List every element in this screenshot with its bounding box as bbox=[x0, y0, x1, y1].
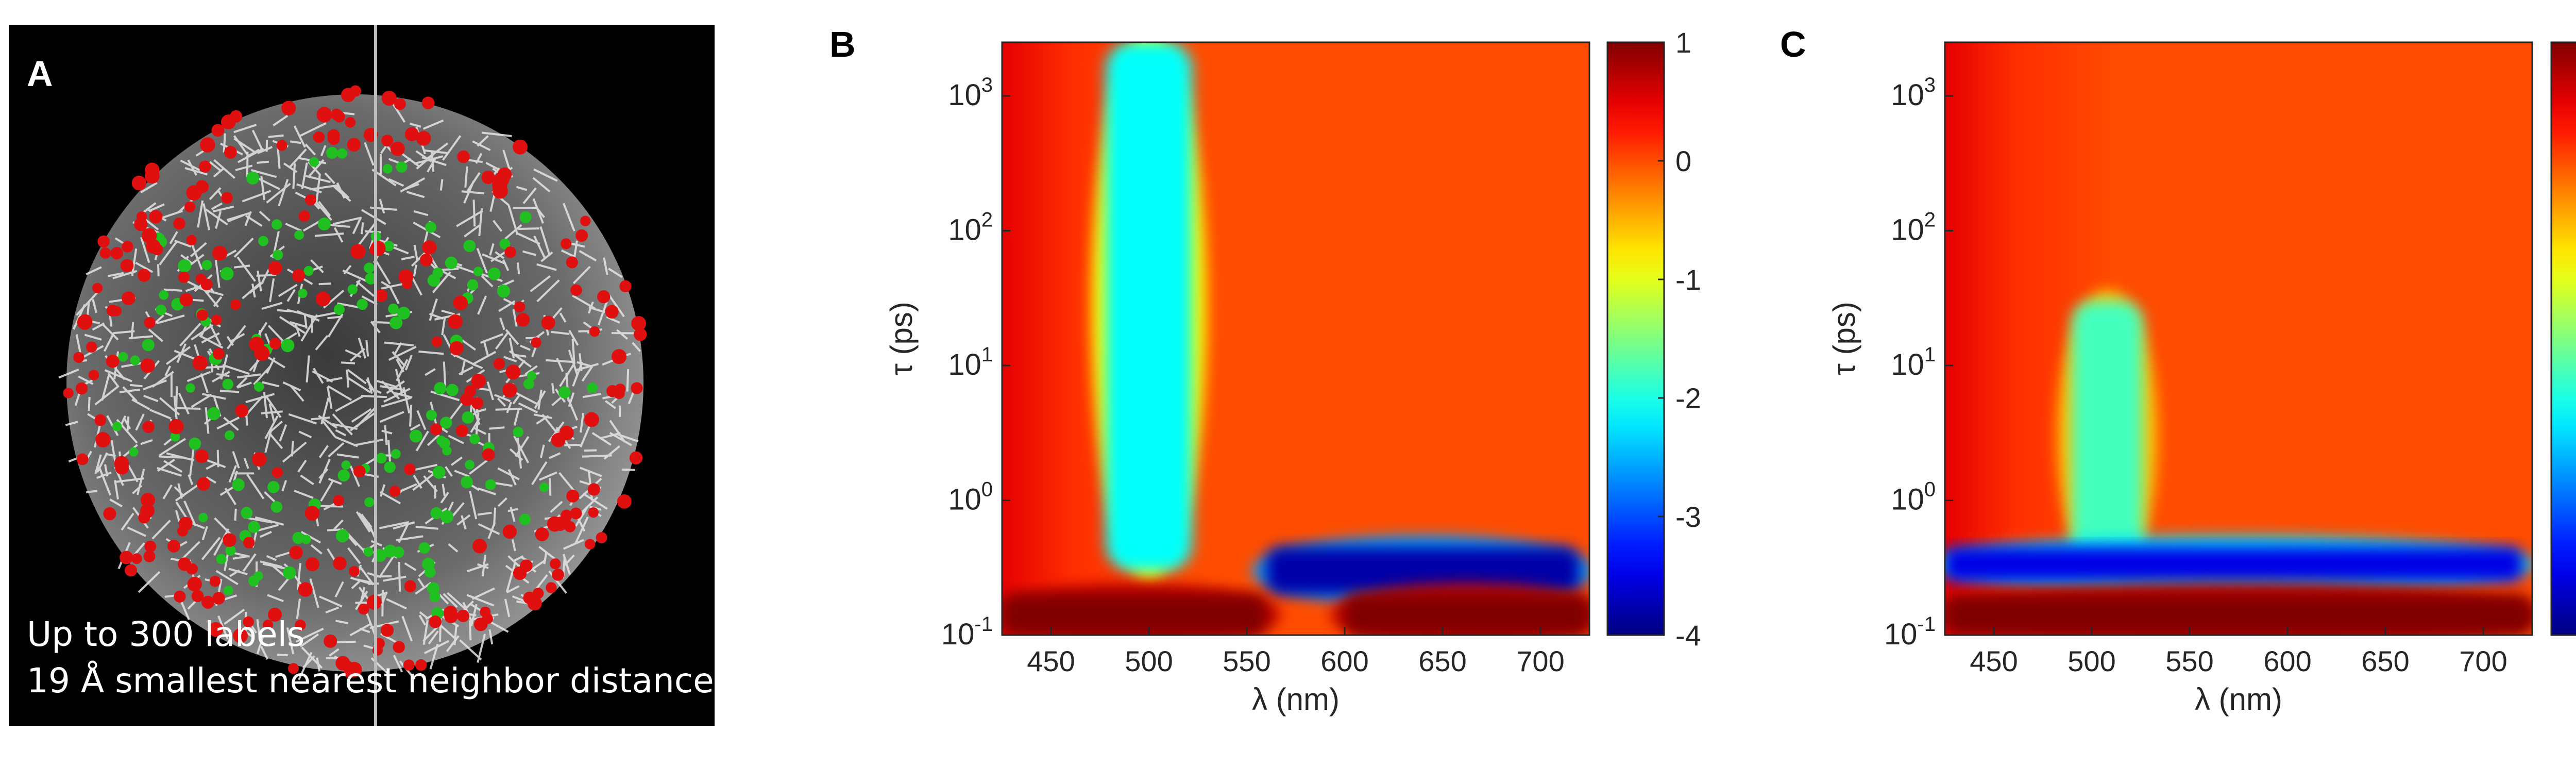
colorbar-tick-label: -4 bbox=[1675, 619, 1701, 652]
y-tick-label: 103 bbox=[1891, 74, 1936, 112]
colorbar-tick-label: 0 bbox=[1675, 145, 1691, 177]
colorbar-tick-label: -3 bbox=[1675, 501, 1701, 533]
x-tick-label: 700 bbox=[2459, 645, 2507, 677]
caption-line-2: 19 Å smallest nearest neighbor distance bbox=[27, 661, 714, 701]
x-tick-label: 600 bbox=[1320, 645, 1368, 677]
y-tick-label: 103 bbox=[948, 74, 993, 112]
region-positive-short-time-3 bbox=[1345, 594, 1589, 635]
region-positive-short-time-2 bbox=[1945, 594, 2532, 635]
y-tick-label: 101 bbox=[948, 343, 993, 381]
x-axis-label: λ (nm) bbox=[1252, 682, 1340, 717]
colorbar-tick-label: -1 bbox=[1675, 263, 1701, 296]
caption-line-1: Up to 300 labels bbox=[27, 614, 305, 654]
plot-frame bbox=[1944, 41, 2533, 636]
heatmap-surface bbox=[1002, 42, 1589, 635]
region-positive-short-time-2 bbox=[1002, 594, 1266, 635]
panel-b-letter: B bbox=[829, 24, 856, 64]
x-tick-label: 650 bbox=[1418, 645, 1466, 677]
heatmap-surface bbox=[1945, 42, 2532, 635]
x-tick-label: 500 bbox=[1125, 645, 1173, 677]
y-tick-label: 102 bbox=[948, 209, 993, 247]
panel-a-image: A Up to 300 labels 19 Å smallest nearest… bbox=[9, 25, 715, 726]
panel-c-letter: C bbox=[1780, 24, 1806, 64]
heatmap-chart-c: C 450 500 550 600 650 700 10-1 100 101 102 103 λ (n… bbox=[1780, 24, 2576, 717]
y-axis-label: τ (ps) bbox=[1827, 302, 1861, 376]
y-axis-label: τ (ps) bbox=[884, 302, 919, 376]
region-negative-band-short-time-1 bbox=[1266, 547, 1580, 595]
x-tick-label: 600 bbox=[2263, 645, 2311, 677]
y-tick-label: 102 bbox=[1891, 209, 1936, 247]
colorbar bbox=[2550, 41, 2576, 636]
x-tick-label: 550 bbox=[1223, 645, 1270, 677]
x-tick-label: 500 bbox=[2067, 645, 2115, 677]
colorbar-tick-label: 1 bbox=[1675, 26, 1691, 59]
x-tick-label: 450 bbox=[1970, 645, 2018, 677]
region-bleach-band-0 bbox=[1106, 42, 1192, 571]
region-negative-band-short-time-1 bbox=[1945, 547, 2522, 581]
plot-frame bbox=[1001, 41, 1590, 636]
y-tick-label: 100 bbox=[948, 478, 993, 517]
capsid-rendering bbox=[58, 25, 647, 726]
x-tick-label: 550 bbox=[2165, 645, 2213, 677]
x-tick-label: 450 bbox=[1027, 645, 1075, 677]
x-tick-label: 650 bbox=[2361, 645, 2409, 677]
y-tick-label: 101 bbox=[1891, 343, 1936, 381]
colorbar-tick-label: -2 bbox=[1675, 382, 1701, 414]
region-bleach-band-0 bbox=[2072, 301, 2143, 571]
y-tick-label: 100 bbox=[1891, 478, 1936, 517]
x-tick-label: 700 bbox=[1516, 645, 1564, 677]
y-tick-label: 10-1 bbox=[1884, 613, 1936, 651]
panel-a-letter: A bbox=[27, 54, 53, 94]
x-axis-label: λ (nm) bbox=[2195, 682, 2282, 717]
outer-labels bbox=[63, 85, 647, 679]
colorbar bbox=[1606, 41, 1665, 636]
y-tick-label: 10-1 bbox=[941, 613, 993, 651]
